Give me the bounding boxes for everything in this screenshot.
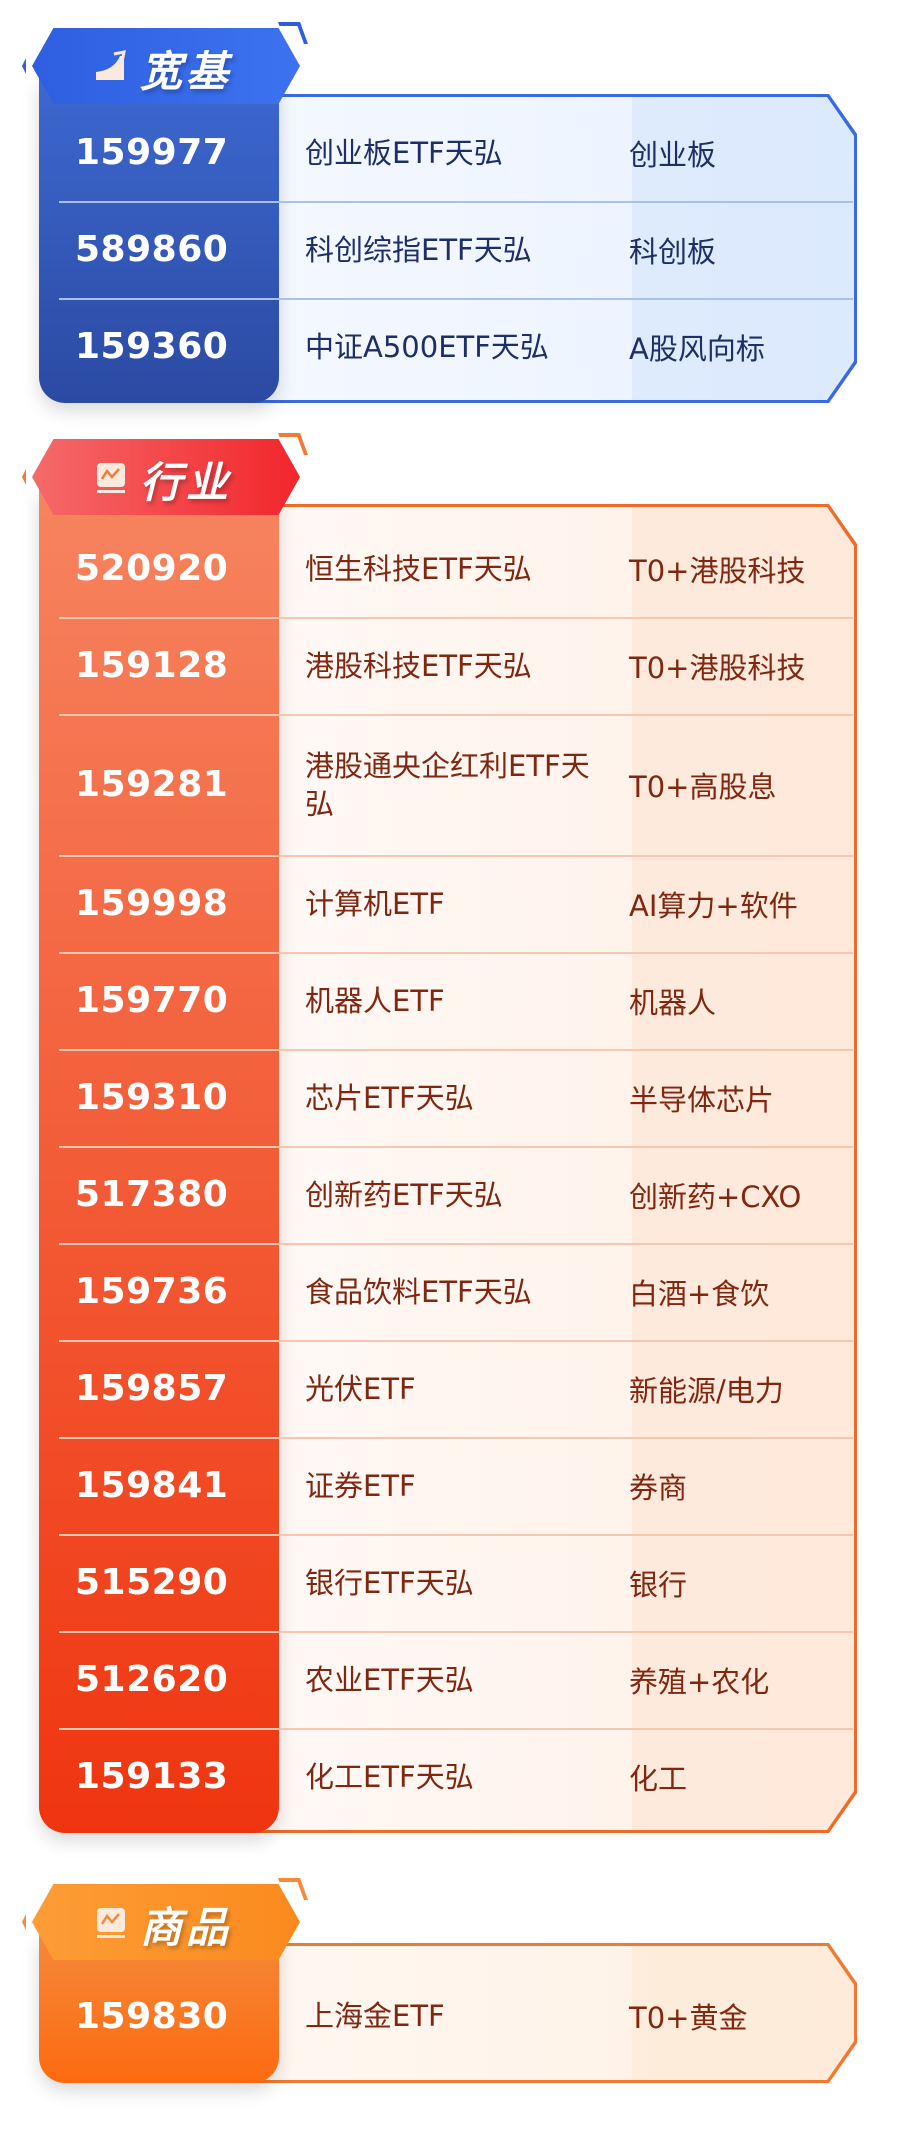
code-column xyxy=(39,78,279,403)
line-chart-icon xyxy=(97,1908,125,1938)
fund-code: 589860 xyxy=(75,229,229,270)
fund-name: 恒生科技ETF天弘 xyxy=(305,551,532,586)
fund-theme: T0+港股科技 xyxy=(629,553,806,588)
table-row[interactable]: .s1 .row+.row:before{background:#f7c6b0}… xyxy=(39,1534,853,1631)
fund-code: 159857 xyxy=(75,1368,229,1409)
fund-code: 159736 xyxy=(75,1271,229,1312)
fund-name: 农业ETF天弘 xyxy=(305,1662,474,1697)
fund-name: 港股科技ETF天弘 xyxy=(305,648,532,683)
table-row[interactable]: .s2 .row+.row:before{background:#f7c6b0}… xyxy=(39,1957,853,2075)
fund-code: 515290 xyxy=(75,1562,229,1603)
etf-table: .s2 .row+.row:before{background:#f7c6b0}… xyxy=(39,1957,853,2075)
fund-name: 银行ETF天弘 xyxy=(305,1565,474,1600)
table-row[interactable]: .s1 .row+.row:before{background:#f7c6b0}… xyxy=(39,1437,853,1534)
fund-theme: 创业板 xyxy=(629,137,717,172)
table-row[interactable]: .s1 .row+.row:before{background:#f7c6b0}… xyxy=(39,952,853,1049)
fund-name: 光伏ETF xyxy=(305,1371,416,1406)
section-header: 宽基 xyxy=(22,22,309,104)
fund-code: 159998 xyxy=(75,883,229,924)
fund-code: 159133 xyxy=(75,1756,229,1797)
table-row[interactable]: .s1 .row+.row:before{background:#f7c6b0}… xyxy=(39,1049,853,1146)
fund-name: 计算机ETF xyxy=(305,886,445,921)
table-row[interactable]: .s1 .row+.row:before{background:#f7c6b0}… xyxy=(39,520,853,617)
fund-code: 512620 xyxy=(75,1659,229,1700)
table-row[interactable]: .s0 .row+.row:before{background:#a9c0ea}… xyxy=(39,104,853,201)
fund-name: 化工ETF天弘 xyxy=(305,1759,474,1794)
fund-code: 159281 xyxy=(75,764,229,805)
fund-name: 上海金ETF xyxy=(305,1999,445,2033)
fund-name: 证券ETF xyxy=(305,1468,416,1503)
code-column xyxy=(39,489,279,1833)
table-row[interactable]: .s1 .row+.row:before{background:#f7c6b0}… xyxy=(39,1631,853,1728)
fund-theme: 新能源/电力 xyxy=(629,1373,784,1408)
fund-theme: 机器人 xyxy=(629,985,717,1020)
fund-theme: AI算力+软件 xyxy=(629,888,798,923)
table-row[interactable]: .s1 .row+.row:before{background:#f7c6b0}… xyxy=(39,1340,853,1437)
fund-theme: 银行 xyxy=(629,1567,688,1602)
table-row[interactable]: .s1 .row+.row:before{background:#f7c6b0}… xyxy=(39,855,853,952)
fund-code: 159128 xyxy=(75,645,229,686)
fund-code: 159977 xyxy=(75,132,229,173)
fund-name: 食品饮料ETF天弘 xyxy=(305,1274,532,1309)
fund-code: 517380 xyxy=(75,1174,229,1215)
fund-name: 创业板ETF天弘 xyxy=(305,135,503,170)
rising-chart-icon xyxy=(96,50,126,80)
fund-code: 159310 xyxy=(75,1077,229,1118)
line-chart-icon xyxy=(97,463,125,493)
fund-name: 创新药ETF天弘 xyxy=(305,1177,503,1212)
fund-theme: T0+港股科技 xyxy=(629,650,806,685)
fund-code: 159841 xyxy=(75,1465,229,1506)
fund-code: 520920 xyxy=(75,548,229,589)
fund-theme: 半导体芯片 xyxy=(629,1082,775,1117)
etf-table: .s0 .row+.row:before{background:#a9c0ea}… xyxy=(39,104,853,395)
table-row[interactable]: .s0 .row+.row:before{background:#a9c0ea}… xyxy=(39,298,853,395)
section-title: 商品 xyxy=(140,1903,233,1952)
etf-table: .s1 .row+.row:before{background:#f7c6b0}… xyxy=(39,520,853,1825)
section-title: 宽基 xyxy=(140,47,233,96)
fund-theme: 养殖+农化 xyxy=(629,1664,770,1699)
fund-theme: 化工 xyxy=(629,1761,688,1796)
section-title: 行业 xyxy=(140,458,233,507)
fund-theme: T0+黄金 xyxy=(629,2001,748,2035)
fund-name: 港股通央企红利ETF天弘 xyxy=(305,748,590,821)
fund-code: 159360 xyxy=(75,326,229,367)
fund-name: 中证A500ETF天弘 xyxy=(305,329,549,364)
fund-theme: 白酒+食饮 xyxy=(629,1276,770,1311)
fund-name: 芯片ETF天弘 xyxy=(305,1080,474,1115)
table-row[interactable]: .s0 .row+.row:before{background:#a9c0ea}… xyxy=(39,201,853,298)
fund-name: 科创综指ETF天弘 xyxy=(305,232,532,267)
table-row[interactable]: .s1 .row+.row:before{background:#f7c6b0}… xyxy=(39,1146,853,1243)
fund-code: 159770 xyxy=(75,980,229,1021)
section-header: 行业 xyxy=(22,433,309,515)
fund-theme: 创新药+CXO xyxy=(629,1179,802,1214)
table-row[interactable]: .s1 .row+.row:before{background:#f7c6b0}… xyxy=(39,1728,853,1825)
fund-theme: 科创板 xyxy=(629,234,717,269)
fund-theme: A股风向标 xyxy=(629,331,765,366)
fund-theme: T0+高股息 xyxy=(629,769,777,804)
fund-code: 159830 xyxy=(75,1995,229,2037)
fund-name: 机器人ETF xyxy=(305,983,445,1018)
table-row[interactable]: .s1 .row+.row:before{background:#f7c6b0}… xyxy=(39,1243,853,1340)
fund-theme: 券商 xyxy=(629,1470,688,1505)
table-row[interactable]: .s1 .row+.row:before{background:#f7c6b0}… xyxy=(39,617,853,714)
table-row[interactable]: .s1 .row+.row:before{background:#f7c6b0}… xyxy=(39,714,853,855)
section-header: 商品 xyxy=(22,1878,309,1960)
